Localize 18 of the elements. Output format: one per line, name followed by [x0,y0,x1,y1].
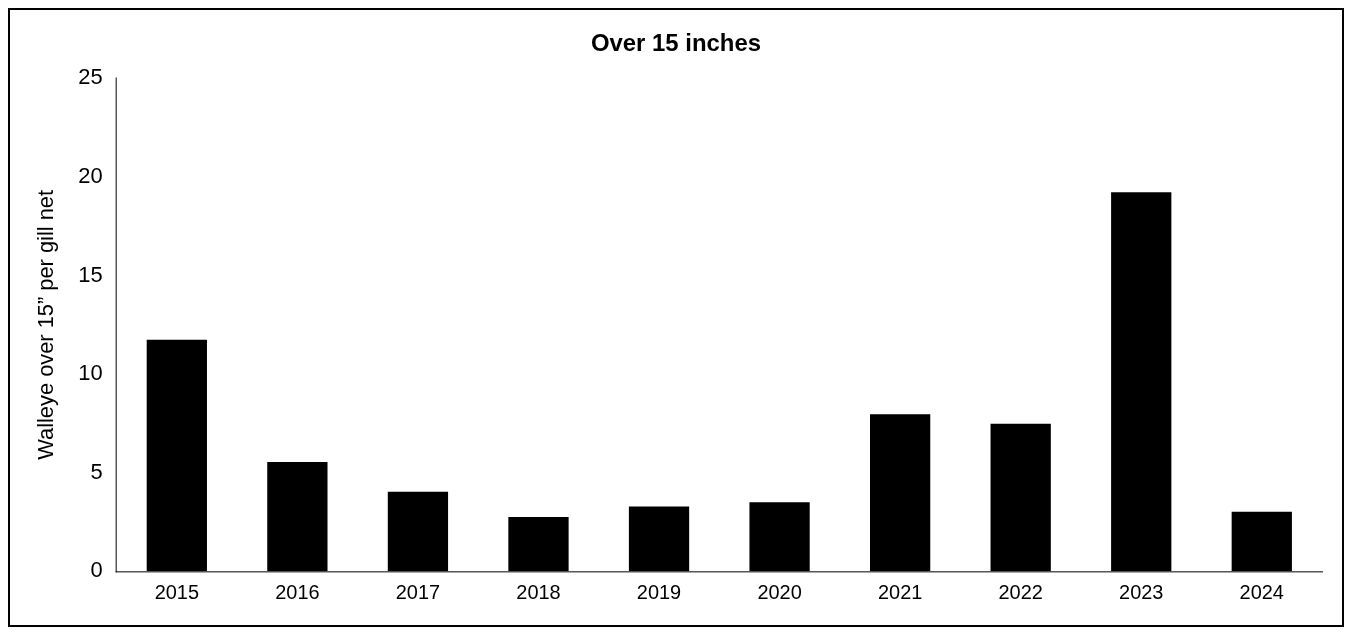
y-tick-label: 15 [78,261,103,287]
x-tick-label: 2020 [757,580,802,603]
x-tick-label: 2021 [877,580,923,603]
y-tick-label: 0 [90,557,103,583]
chart-title: Over 15 inches [590,28,762,56]
y-tick-label: 10 [78,360,103,386]
x-tick-label: 2016 [275,580,320,603]
x-tick-label: 2024 [1239,580,1284,603]
y-axis-title: Walleye over 15” per gill net [33,189,59,460]
x-tick-label: 2022 [998,580,1043,603]
x-tick-label: 2015 [154,580,199,603]
y-tick-label: 20 [78,163,103,188]
x-tick-label: 2023 [1119,580,1164,603]
y-tick-label: 5 [90,458,103,484]
x-tick-label: 2018 [516,580,561,603]
x-tick-label: 2017 [395,580,441,603]
x-tick-label: 2019 [636,580,682,603]
y-tick-label: 25 [78,64,103,90]
